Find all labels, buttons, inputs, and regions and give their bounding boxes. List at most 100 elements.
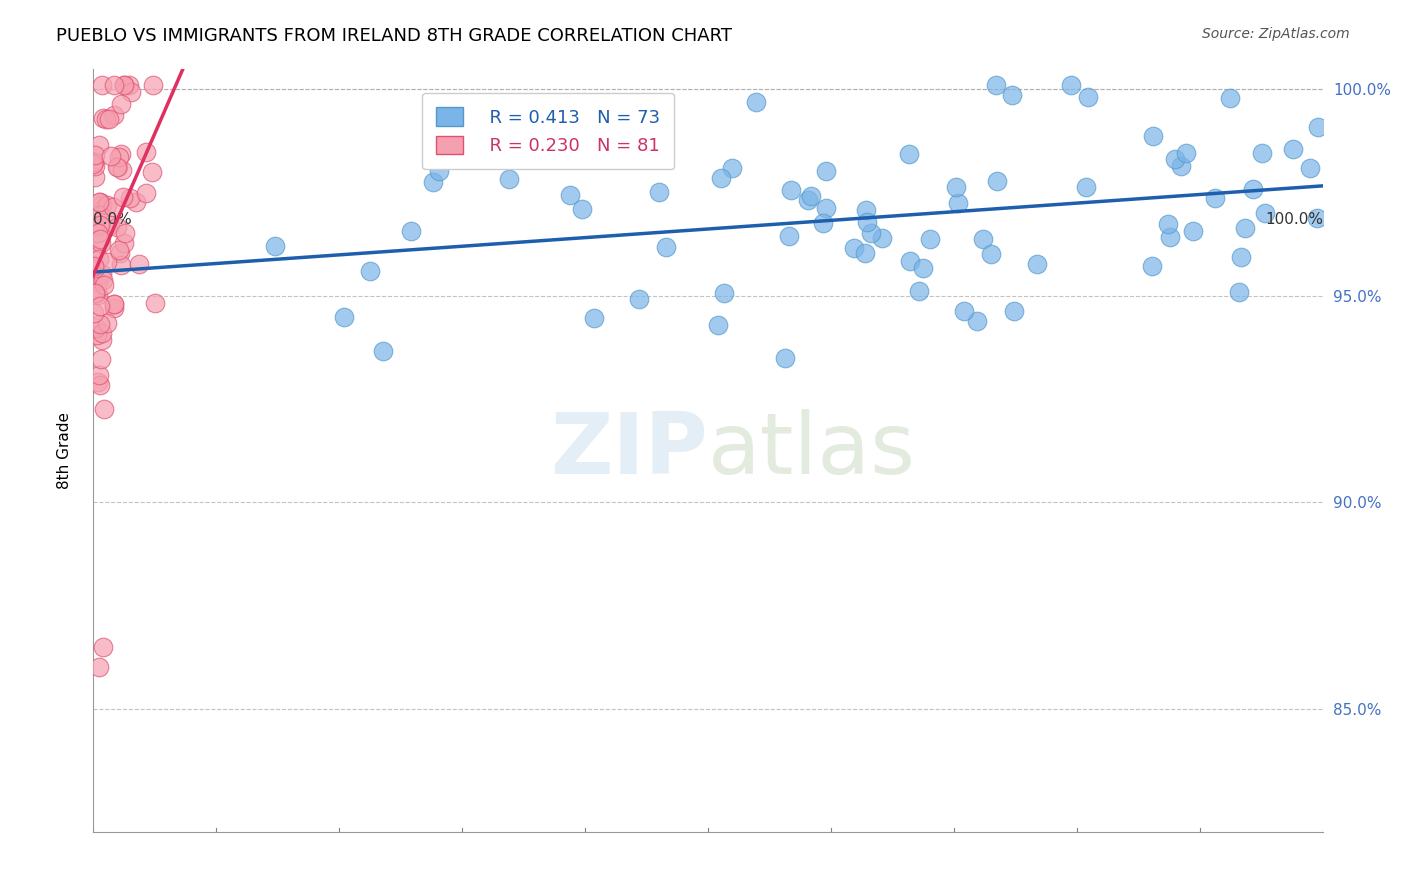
Point [713, 286, 735, 301]
Point [859, 226, 882, 240]
Point [87, 138, 110, 153]
Point [108, 151, 131, 165]
Point [422, 176, 444, 190]
Point [90, 78, 112, 92]
Point [946, 195, 969, 210]
Point [87, 375, 110, 389]
Point [82, 157, 104, 171]
Point [972, 232, 994, 246]
Point [100, 149, 122, 163]
Point [986, 174, 1008, 188]
Point [89, 318, 111, 332]
Text: 100.0%: 100.0% [1265, 212, 1323, 227]
Point [1230, 250, 1253, 264]
Point [118, 190, 141, 204]
Point [540, 152, 562, 166]
Point [84, 321, 107, 335]
Point [134, 186, 156, 200]
Point [1234, 220, 1257, 235]
Point [870, 231, 893, 245]
Point [112, 78, 135, 92]
Point [107, 160, 129, 174]
Point [1001, 87, 1024, 102]
Point [89, 299, 111, 313]
Point [779, 183, 801, 197]
Text: 0.0%: 0.0% [93, 212, 132, 227]
Point [897, 147, 920, 161]
Point [96, 198, 118, 212]
Point [89, 252, 111, 267]
Point [84, 219, 107, 234]
Point [87, 226, 110, 240]
Point [89, 218, 111, 232]
Point [87, 287, 110, 301]
Point [1299, 161, 1322, 175]
Point [108, 243, 131, 257]
Point [813, 216, 835, 230]
Point [83, 155, 105, 169]
Point [98, 218, 121, 232]
Point [87, 194, 110, 209]
Point [118, 78, 141, 92]
Text: ZIP: ZIP [550, 409, 709, 492]
Text: PUEBLO VS IMMIGRANTS FROM IRELAND 8TH GRADE CORRELATION CHART: PUEBLO VS IMMIGRANTS FROM IRELAND 8TH GR… [56, 27, 733, 45]
Point [84, 285, 107, 300]
Point [96, 255, 118, 269]
Point [1227, 285, 1250, 300]
Point [980, 247, 1002, 261]
Point [135, 145, 157, 159]
Point [1281, 142, 1303, 156]
Point [1077, 89, 1099, 103]
Point [720, 161, 742, 176]
Point [87, 368, 110, 382]
Point [984, 78, 1007, 92]
Point [1241, 182, 1264, 196]
Point [111, 162, 134, 177]
Point [1204, 191, 1226, 205]
Point [1175, 145, 1198, 160]
Point [86, 275, 108, 289]
Point [558, 187, 581, 202]
Point [582, 311, 605, 326]
Point [110, 147, 132, 161]
Point [953, 303, 976, 318]
Point [112, 78, 135, 92]
Point [90, 333, 112, 347]
Point [1140, 259, 1163, 273]
Point [945, 179, 967, 194]
Point [655, 240, 678, 254]
Point [141, 165, 163, 179]
Point [112, 236, 135, 251]
Point [93, 402, 115, 417]
Point [110, 258, 132, 272]
Point [710, 171, 733, 186]
Point [1076, 179, 1098, 194]
Point [103, 78, 125, 92]
Point [101, 200, 124, 214]
Point [142, 78, 165, 92]
Point [83, 260, 105, 274]
Point [1059, 78, 1081, 92]
Point [264, 239, 287, 253]
Point [1170, 160, 1192, 174]
Point [898, 253, 921, 268]
Point [89, 209, 111, 223]
Point [571, 202, 593, 217]
Point [103, 297, 125, 311]
Y-axis label: 8th Grade: 8th Grade [58, 412, 72, 489]
Point [91, 640, 114, 654]
Point [84, 159, 107, 173]
Point [82, 247, 104, 261]
Point [814, 163, 837, 178]
Point [1163, 153, 1185, 167]
Point [86, 327, 108, 342]
Point [911, 260, 934, 275]
Point [89, 660, 111, 674]
Point [498, 171, 520, 186]
Point [371, 344, 394, 359]
Point [90, 196, 112, 211]
Point [83, 260, 105, 275]
Text: atlas: atlas [709, 409, 917, 492]
Point [333, 310, 356, 324]
Point [853, 245, 876, 260]
